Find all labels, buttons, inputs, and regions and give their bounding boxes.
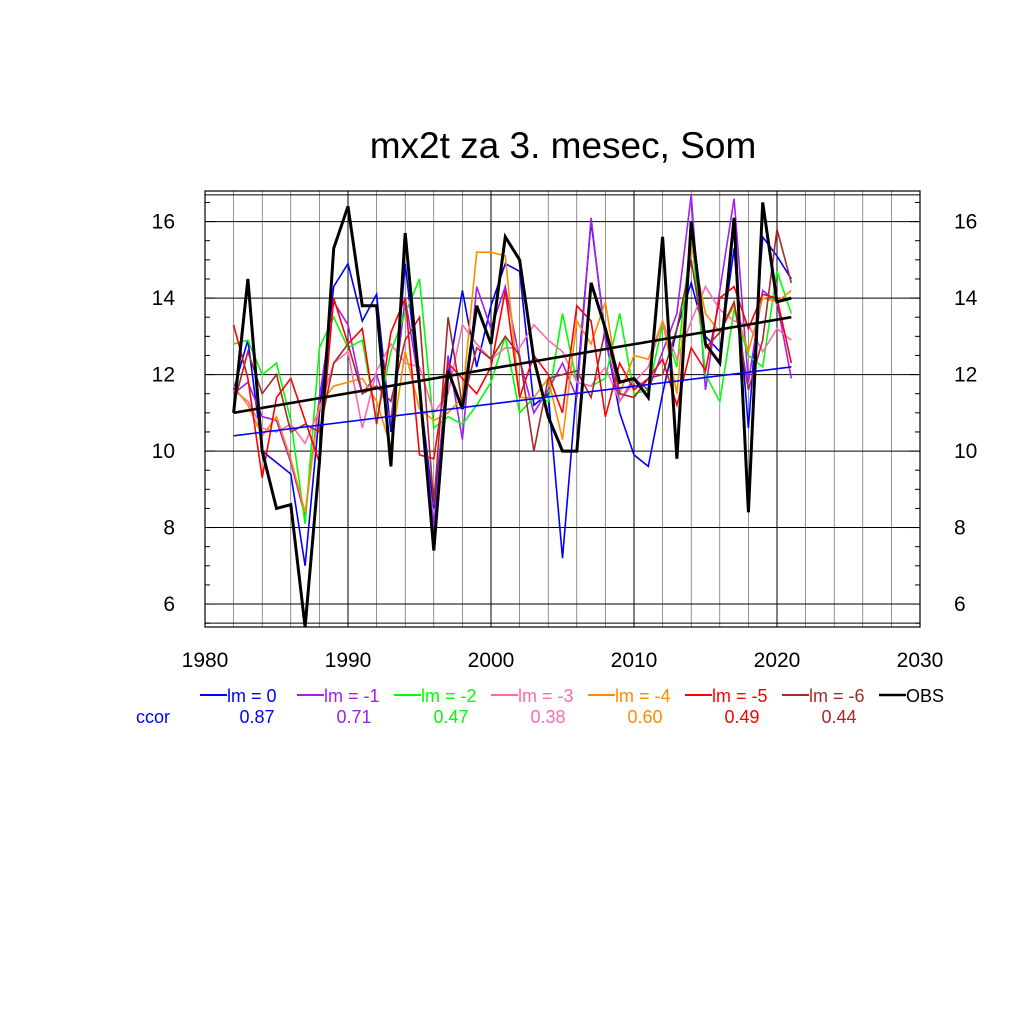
x-tick-label: 2000 <box>468 649 515 672</box>
y-tick-label-right: 10 <box>954 440 977 463</box>
y-tick-label-right: 12 <box>954 364 977 387</box>
ccor-value-4: 0.60 <box>627 707 662 727</box>
y-tick-label-left: 8 <box>163 517 175 540</box>
x-tick-label: 2010 <box>611 649 658 672</box>
y-tick-label-right: 8 <box>954 517 966 540</box>
ccor-value-1: 0.71 <box>336 707 371 727</box>
plot-frame <box>204 190 921 628</box>
x-tick-label: 1990 <box>325 649 372 672</box>
ccor-value-5: 0.49 <box>724 707 759 727</box>
y-tick-label-right: 16 <box>954 211 977 234</box>
y-tick-label-left: 14 <box>152 287 176 310</box>
ccor-value-2: 0.47 <box>433 707 468 727</box>
legend-label-5: lm = -5 <box>712 686 768 706</box>
y-tick-label-right: 6 <box>954 593 966 616</box>
ccor-value-0: 0.87 <box>239 707 274 727</box>
series-line-7 <box>232 202 792 628</box>
y-tick-label-left: 6 <box>163 593 175 616</box>
x-tick-label: 2030 <box>897 649 944 672</box>
axis-ticks: 6 6 8 8 10 10 12 12 14 14 16 16 1980 1990 2000 2010 2020… <box>152 201 978 672</box>
legend-label-2: lm = -2 <box>421 686 477 706</box>
plot-border <box>204 190 921 628</box>
ccor-label: ccor <box>136 707 170 727</box>
chart-title: mx2t za 3. mesec, Som <box>370 125 757 166</box>
legend-label-1: lm = -1 <box>324 686 380 706</box>
legend-label-4: lm = -4 <box>615 686 671 706</box>
legend: ccor lm = 00.87 lm = -10.71 lm = -20.47 lm =… <box>136 686 944 727</box>
trend-line-0 <box>233 366 792 437</box>
legend-label-0: lm = 0 <box>227 686 277 706</box>
x-tick-label: 2020 <box>754 649 801 672</box>
y-tick-label-left: 16 <box>152 211 175 234</box>
ccor-value-6: 0.44 <box>821 707 856 727</box>
series-line-5 <box>232 285 793 478</box>
trend-line-7 <box>233 315 792 415</box>
x-tick-label: 1980 <box>182 649 229 672</box>
series-lines <box>232 194 793 628</box>
legend-label-3: lm = -3 <box>518 686 574 706</box>
y-tick-label-right: 14 <box>954 287 978 310</box>
legend-label-7: OBS <box>906 686 944 706</box>
legend-label-6: lm = -6 <box>809 686 865 706</box>
y-tick-label-left: 10 <box>152 440 175 463</box>
ccor-value-3: 0.38 <box>530 707 565 727</box>
y-tick-label-left: 12 <box>152 364 175 387</box>
trend-lines <box>233 315 792 437</box>
series-line-0 <box>232 221 792 566</box>
